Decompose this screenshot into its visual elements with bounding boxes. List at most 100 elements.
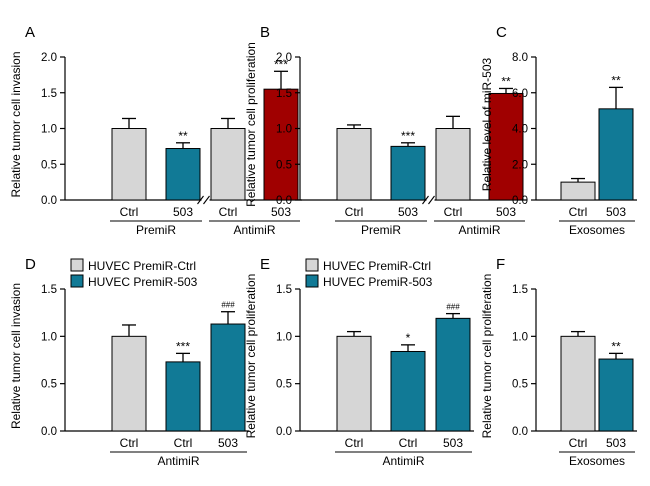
panel-c-y-tick-label: 0.0 — [512, 195, 528, 207]
panel-c-significance-mark: ** — [611, 73, 621, 87]
panel-a-bar — [210, 128, 246, 201]
panel-d-legend-swatch — [70, 274, 84, 288]
panel-e-group-label: AntimiR — [382, 454, 424, 468]
panel-a-significance-mark: ** — [178, 129, 188, 143]
panel-c-bar — [560, 181, 596, 201]
panel-f-bar — [560, 335, 596, 432]
panel-d-legend-swatch — [70, 258, 84, 272]
panel-a-bar — [165, 148, 201, 201]
panel-b-bar — [390, 145, 426, 201]
panel-d-group-label: AntimiR — [157, 454, 199, 468]
panel-c-letter: C — [496, 24, 507, 41]
panel-b-y-label: Relative tumor cell proliferation — [244, 42, 258, 207]
panel-a-group-label: PremiR — [136, 223, 176, 237]
panel-a-category-label: Ctrl — [120, 205, 139, 219]
panel-d-category-label: 503 — [218, 436, 238, 450]
panel-b-y-tick-label: 0.5 — [276, 159, 292, 171]
panel-c-y-tick-label: 4.0 — [512, 124, 528, 136]
panel-b-letter: B — [260, 24, 270, 41]
panel-a-category-label: Ctrl — [219, 205, 238, 219]
panel-d-significance-mark: *** — [176, 339, 190, 353]
panel-a-category-label: 503 — [271, 205, 291, 219]
panel-d-bar — [165, 361, 201, 432]
panel-f-category-label: Ctrl — [569, 436, 588, 450]
panel-d-y-tick-label: 1.5 — [41, 284, 57, 296]
panel-e-y-tick-label: 0.5 — [276, 379, 292, 391]
panel-b-y-tick-label: 2.0 — [276, 52, 292, 64]
panel-e-bar — [336, 335, 372, 432]
panel-e-significance-mark: ### — [446, 303, 460, 312]
panel-c-y-tick-label: 8.0 — [512, 52, 528, 64]
panel-e-category-label: Ctrl — [399, 436, 418, 450]
panel-c-y-tick-label: 6.0 — [512, 88, 528, 100]
panel-e-legend-swatch — [305, 274, 319, 288]
panel-d-significance-mark: ### — [221, 301, 235, 310]
panel-b-y-tick-label: 1.5 — [276, 88, 292, 100]
panel-d-y-label: Relative tumor cell invasion — [9, 283, 23, 429]
panel-b-axis-break-mark — [428, 195, 435, 205]
panel-c-y-label: Relative level of miR-503 — [480, 57, 494, 191]
panel-a-group-label: AntimiR — [233, 223, 275, 237]
panel-e-y-tick-label: 1.0 — [276, 331, 292, 343]
panel-c-category-label: 503 — [606, 205, 626, 219]
panel-a-bar — [111, 128, 147, 201]
panel-d-y-tick-label: 1.0 — [41, 331, 57, 343]
panel-e-legend-swatch — [305, 258, 319, 272]
panel-a-category-label: 503 — [173, 205, 193, 219]
panel-e-legend-label: HUVEC PremiR-Ctrl — [323, 259, 431, 273]
panel-b-bar — [336, 128, 372, 201]
panel-b-y-tick-label: 1.0 — [276, 124, 292, 136]
panel-a-y-tick-label: 1.5 — [41, 88, 57, 100]
panel-a-bar — [263, 88, 299, 201]
panel-e-y-tick-label: 0.0 — [276, 426, 292, 438]
panel-b-group-label: AntimiR — [458, 223, 500, 237]
panel-a-significance-mark: *** — [274, 57, 288, 71]
panel-e-category-label: 503 — [443, 436, 463, 450]
panel-f-bar — [598, 358, 634, 432]
panel-a-y-label: Relative tumor cell invasion — [9, 51, 23, 197]
panel-b-category-label: 503 — [398, 205, 418, 219]
panel-f-y-tick-label: 0.5 — [512, 379, 528, 391]
panel-a-y-tick-label: 0.0 — [41, 195, 57, 207]
panel-d-bar — [210, 323, 246, 432]
panel-b-group-label: PremiR — [361, 223, 401, 237]
panel-a-y-tick-label: 0.5 — [41, 159, 57, 171]
panel-c-y-tick-label: 2.0 — [512, 159, 528, 171]
panel-b-significance-mark: *** — [401, 129, 415, 143]
panel-d-legend-label: HUVEC PremiR-503 — [88, 275, 198, 289]
panel-b-significance-mark: ** — [501, 74, 511, 88]
panel-d-letter: D — [25, 256, 36, 273]
panel-d-category-label: Ctrl — [174, 436, 193, 450]
panel-f-significance-mark: ** — [611, 339, 621, 353]
panel-f-y-tick-label: 1.0 — [512, 331, 528, 343]
panel-e-bar — [390, 350, 426, 432]
panel-b-bar — [435, 128, 471, 201]
panel-f-y-label: Relative tumor cell proliferation — [480, 274, 494, 439]
panel-a-y-tick-label: 2.0 — [41, 52, 57, 64]
panel-a-y-tick-label: 1.0 — [41, 124, 57, 136]
panel-b-y-tick-label: 0.0 — [276, 195, 292, 207]
panel-f-category-label: 503 — [606, 436, 626, 450]
panel-d-y-tick-label: 0.5 — [41, 379, 57, 391]
panel-b-category-label: Ctrl — [345, 205, 364, 219]
panel-c-category-label: Ctrl — [569, 205, 588, 219]
panel-e-significance-mark: * — [406, 331, 411, 345]
panel-f-y-tick-label: 0.0 — [512, 426, 528, 438]
panel-e-category-label: Ctrl — [345, 436, 364, 450]
panel-e-bar — [435, 317, 471, 432]
panel-d-legend-label: HUVEC PremiR-Ctrl — [88, 259, 196, 273]
panel-e-y-label: Relative tumor cell proliferation — [244, 274, 258, 439]
panel-a-axis-break-mark — [203, 195, 210, 205]
panel-f-group-label: Exosomes — [569, 454, 625, 468]
panel-e-y-tick-label: 1.5 — [276, 284, 292, 296]
panel-c-bar — [598, 108, 634, 201]
panel-c-group-label: Exosomes — [569, 223, 625, 237]
panel-b-category-label: Ctrl — [444, 205, 463, 219]
panel-f-y-tick-label: 1.5 — [512, 284, 528, 296]
panel-e-letter: E — [260, 256, 270, 273]
panel-b-category-label: 503 — [496, 205, 516, 219]
panel-d-y-tick-label: 0.0 — [41, 426, 57, 438]
panel-a-letter: A — [25, 24, 35, 41]
panel-d-category-label: Ctrl — [120, 436, 139, 450]
